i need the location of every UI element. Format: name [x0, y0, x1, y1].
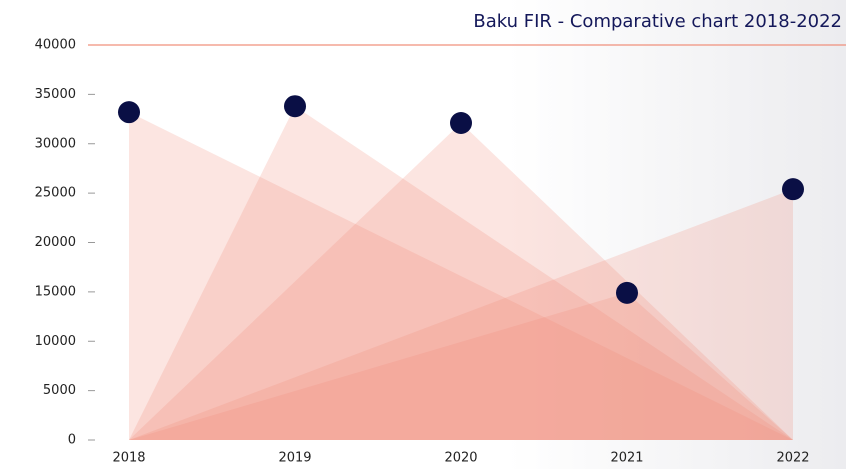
marker [118, 101, 140, 124]
y-tick-label: 20000 [35, 235, 76, 250]
y-tick-label: 30000 [35, 136, 76, 151]
y-tick-label: 35000 [35, 87, 76, 102]
marker [284, 95, 306, 118]
x-tick-label: 2019 [278, 451, 311, 466]
y-tick-label: 10000 [35, 334, 76, 349]
marker [450, 112, 472, 135]
x-tick-label: 2021 [610, 451, 643, 466]
marker [616, 281, 638, 304]
y-tick-label: 5000 [43, 383, 76, 398]
marker [782, 178, 804, 201]
triangle [129, 292, 793, 440]
x-tick-label: 2020 [444, 451, 477, 466]
y-tick-label: 15000 [35, 284, 76, 299]
triangle [129, 123, 793, 440]
triangle [129, 189, 793, 440]
y-tick-label: 0 [68, 433, 76, 448]
y-tick-label: 25000 [35, 186, 76, 201]
y-tick-label: 40000 [35, 38, 76, 53]
chart-title: Baku FIR - Comparative chart 2018-2022 [473, 11, 842, 32]
x-tick-label: 2018 [112, 451, 145, 466]
triangle [129, 106, 793, 440]
triangle [129, 112, 793, 441]
x-tick-label: 2022 [776, 451, 809, 466]
